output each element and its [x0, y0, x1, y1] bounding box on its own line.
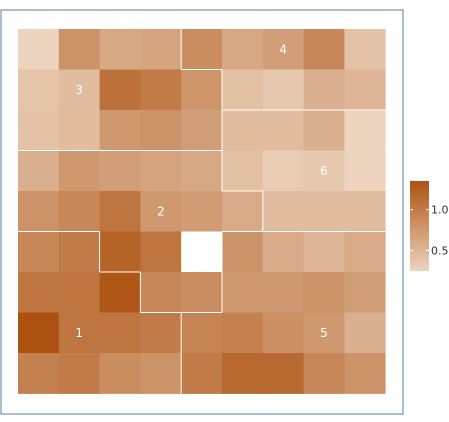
heatmap-cell-r3-c4	[181, 150, 223, 192]
heatmap-cell-r0-c5	[222, 29, 264, 70]
heatmap-cell-r1-c8	[344, 69, 386, 111]
heatmap-cell-r5-c2	[99, 231, 141, 273]
heatmap-cell-r7-c2	[99, 312, 141, 354]
heatmap-cell-r8-c5	[222, 353, 264, 394]
region-label-3: 3	[75, 83, 83, 97]
heatmap-cell-r3-c2	[99, 150, 141, 192]
heatmap-cell-r4-c2	[99, 191, 141, 232]
heatmap-cell-r7-c0	[18, 312, 60, 354]
heatmap-cell-r2-c5	[222, 110, 264, 151]
heatmap-cell-r6-c5	[222, 272, 264, 313]
heatmap-cell-r8-c3	[140, 353, 182, 394]
heatmap-cell-r4-c7	[303, 191, 345, 232]
heatmap-cell-r1-c2	[99, 69, 141, 111]
heatmap-cell-r0-c3	[140, 29, 182, 70]
heatmap-cell-r1-c3	[140, 69, 182, 111]
heatmap-cell-r2-c3	[140, 110, 182, 151]
heatmap-cell-r8-c2	[99, 353, 141, 394]
heatmap-cell-r3-c8	[344, 150, 386, 192]
heatmap-cell-r6-c0	[18, 272, 60, 313]
heatmap-cell-r2-c1	[58, 110, 100, 151]
heatmap-cell-r5-c0	[18, 231, 60, 273]
heatmap-cell-r4-c1	[58, 191, 100, 232]
heatmap-cell-r7-c8	[344, 312, 386, 354]
heatmap-cell-r3-c0	[18, 150, 60, 192]
region-label-2: 2	[157, 204, 165, 218]
heatmap-cell-r7-c1	[58, 312, 100, 354]
heatmap-cell-r2-c0	[18, 110, 60, 151]
heatmap-cell-r4-c0	[18, 191, 60, 232]
legend-tick-label-0.5: 0.5	[431, 245, 449, 258]
heatmap-cell-r1-c6	[262, 69, 304, 111]
heatmap-cell-r1-c0	[18, 69, 60, 111]
heatmap-cell-r3-c1	[58, 150, 100, 192]
heatmap-cell-r5-c3	[140, 231, 182, 273]
heatmap-cell-r3-c3	[140, 150, 182, 192]
heatmap-cell-r4-c5	[222, 191, 264, 232]
heatmap-cell-r6-c8	[344, 272, 386, 313]
heatmap-cell-r4-c6	[262, 191, 304, 232]
region-label-6: 6	[320, 164, 328, 178]
heatmap-cell-r1-c1	[58, 69, 100, 111]
heatmap-cell-r7-c7	[303, 312, 345, 354]
color-legend: 1.0 0.5	[410, 181, 449, 271]
heatmap-cell-r2-c8	[344, 110, 386, 151]
heatmap-cell-r7-c4	[181, 312, 223, 354]
heatmap-cell-r6-c1	[58, 272, 100, 313]
region-labels: 1 2 3 4 5 6	[75, 42, 327, 340]
heatmap-cell-r8-c4	[181, 353, 223, 394]
region-label-5: 5	[320, 326, 328, 340]
heatmap-cell-r5-c4	[181, 231, 223, 273]
heatmap-cell-r4-c3	[140, 191, 182, 232]
region-borders	[18, 29, 386, 394]
heatmap-cell-r1-c7	[303, 69, 345, 111]
heatmap-cell-r5-c1	[58, 231, 100, 273]
heatmap-cell-r8-c7	[303, 353, 345, 394]
legend-tick-label-1.0: 1.0	[431, 204, 449, 217]
heatmap-cell-r8-c1	[58, 353, 100, 394]
heatmap-cell-r0-c7	[303, 29, 345, 70]
heatmap-cell-r0-c2	[99, 29, 141, 70]
heatmap-cell-r2-c2	[99, 110, 141, 151]
heatmap-cell-r0-c1	[58, 29, 100, 70]
heatmap-cell-r5-c7	[303, 231, 345, 273]
heatmap-cell-r7-c5	[222, 312, 264, 354]
region-label-4: 4	[279, 42, 287, 56]
heatmap-cell-r8-c6	[262, 353, 304, 394]
heatmap-cell-r6-c6	[262, 272, 304, 313]
heatmap-cell-r5-c5	[222, 231, 264, 273]
heatmap-cell-r8-c8	[344, 353, 386, 394]
heatmap-cell-r7-c6	[262, 312, 304, 354]
heatmap-cell-r4-c8	[344, 191, 386, 232]
heatmap-cell-r7-c3	[140, 312, 182, 354]
heatmap-cell-r5-c6	[262, 231, 304, 273]
legend-colorbar	[410, 181, 429, 271]
heatmap-cell-r3-c6	[262, 150, 304, 192]
heatmap-cell-r1-c5	[222, 69, 264, 111]
heatmap-cell-r0-c0	[18, 29, 60, 70]
heatmap-cell-r8-c0	[18, 353, 60, 394]
heatmap-cell-r4-c4	[181, 191, 223, 232]
heatmap-cell-r2-c6	[262, 110, 304, 151]
heatmap-cell-r2-c7	[303, 110, 345, 151]
heatmap-cell-r0-c4	[181, 29, 223, 70]
heatmap-cell-r3-c5	[222, 150, 264, 192]
region-label-1: 1	[75, 326, 83, 340]
heatmap-cell-r6-c3	[140, 272, 182, 313]
heatmap-cell-r0-c6	[262, 29, 304, 70]
heatmap-cell-r2-c4	[181, 110, 223, 151]
heatmap-cell-r6-c2	[99, 272, 141, 313]
heatmap-cell-r5-c8	[344, 231, 386, 273]
heatmap-cells	[18, 29, 386, 394]
heatmap-cell-r1-c4	[181, 69, 223, 111]
heatmap-cell-r0-c8	[344, 29, 386, 70]
heatmap-cell-r6-c4	[181, 272, 223, 313]
heatmap-cell-r6-c7	[303, 272, 345, 313]
heatmap-cell-r3-c7	[303, 150, 345, 192]
